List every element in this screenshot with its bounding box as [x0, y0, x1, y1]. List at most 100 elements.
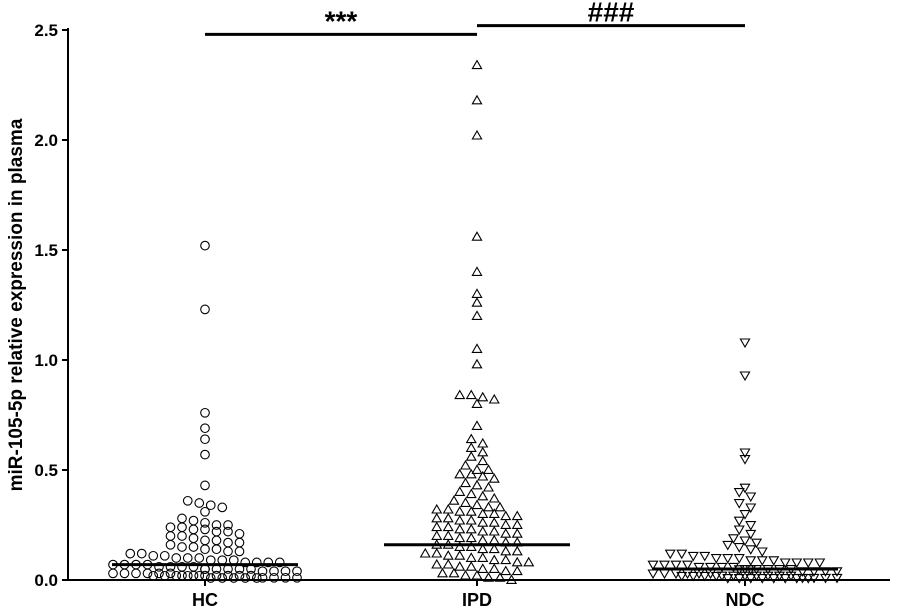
data-point-ndc — [722, 554, 734, 564]
data-point-ndc — [739, 338, 751, 349]
data-point-ipd — [431, 530, 443, 540]
data-point-ipd — [477, 446, 489, 457]
data-point-ndc — [716, 562, 728, 573]
data-point-hc — [159, 570, 170, 581]
data-point-ndc — [745, 545, 757, 555]
data-point-ndc — [808, 573, 820, 584]
data-point-ipd — [465, 523, 477, 534]
data-point-hc — [200, 434, 210, 445]
data-point-hc — [200, 524, 210, 535]
data-point-hc — [211, 535, 222, 546]
data-point-ipd — [471, 569, 483, 580]
data-point-ipd — [477, 490, 489, 501]
data-point-ipd — [431, 558, 443, 569]
data-point-ndc — [739, 536, 751, 547]
data-point-ipd — [511, 545, 523, 556]
data-point-ipd — [471, 464, 483, 474]
data-point-hc — [165, 561, 176, 572]
data-point-ipd — [448, 495, 460, 505]
data-point-ndc — [658, 560, 671, 571]
data-point-hc — [188, 542, 199, 552]
data-point-ipd — [459, 569, 472, 580]
data-point-ipd — [431, 547, 443, 558]
y-tick-label: 2.0 — [34, 131, 58, 150]
data-point-ipd — [500, 528, 512, 538]
data-point-ipd — [477, 552, 489, 562]
data-point-hc — [125, 548, 136, 559]
x-tick-label-hc: HC — [192, 590, 218, 610]
data-point-ipd — [465, 468, 477, 479]
data-point-ipd — [471, 129, 483, 140]
data-point-ipd — [471, 398, 483, 408]
data-point-hc — [194, 570, 205, 581]
data-point-ndc — [756, 574, 768, 584]
data-point-ndc — [802, 558, 814, 569]
median-lines — [112, 543, 838, 571]
data-point-ndc — [733, 574, 745, 584]
data-point-ndc — [647, 560, 659, 571]
data-point-hc — [142, 568, 153, 579]
data-point-hc — [234, 546, 245, 557]
data-point-ndc — [745, 503, 757, 514]
data-point-ndc — [814, 558, 826, 569]
data-point-ipd — [465, 442, 477, 452]
data-point-ndc — [733, 499, 745, 509]
data-point-ndc — [745, 574, 757, 584]
data-point-hc — [194, 553, 205, 563]
data-point-ipd — [465, 451, 477, 461]
x-tick-label-ipd: IPD — [462, 590, 492, 610]
data-point-ipd — [471, 479, 483, 490]
data-point-ipd — [511, 565, 523, 576]
data-point-hc — [240, 573, 251, 583]
data-point-ndc — [704, 562, 717, 573]
data-point-hc — [205, 500, 216, 511]
y-tick-label: 0.5 — [34, 461, 58, 480]
data-point-ndc — [750, 538, 763, 549]
data-point-ipd — [500, 545, 512, 556]
data-point-ipd — [454, 561, 466, 571]
data-point-ndc — [733, 554, 745, 564]
data-point-ndc — [745, 492, 757, 503]
data-point-ipd — [454, 523, 466, 534]
data-point-ipd — [511, 510, 523, 521]
data-point-hc — [182, 553, 193, 563]
data-point-ndc — [745, 521, 757, 531]
data-point-hc — [165, 522, 176, 533]
data-point-ipd — [442, 530, 454, 540]
data-point-ipd — [477, 563, 489, 573]
data-point-ipd — [488, 473, 500, 483]
data-point-hc — [165, 568, 176, 579]
data-point-ndc — [733, 488, 745, 498]
data-point-hc — [234, 528, 245, 539]
data-point-hc — [154, 561, 164, 572]
data-point-ipd — [500, 510, 512, 521]
data-point-ndc — [756, 556, 768, 566]
data-point-hc — [171, 553, 182, 563]
data-point-hc — [200, 449, 210, 460]
data-point-hc — [200, 506, 210, 517]
data-point-ndc — [768, 556, 780, 566]
data-point-hc — [108, 568, 118, 579]
data-point-ipd — [477, 534, 489, 545]
data-point-ipd — [471, 231, 483, 241]
data-point-ndc — [739, 371, 751, 382]
data-point-hc — [217, 573, 228, 583]
y-tick-label: 0.0 — [34, 571, 58, 590]
data-point-hc — [188, 524, 199, 535]
data-point-hc — [136, 548, 147, 559]
data-point-ipd — [471, 343, 483, 353]
data-point-ndc — [664, 549, 676, 560]
data-point-ipd — [448, 567, 460, 578]
data-point-ipd — [459, 459, 472, 470]
data-point-hc — [251, 573, 262, 583]
data-point-ipd — [442, 558, 454, 569]
data-point-ipd — [488, 525, 500, 536]
y-tick-label: 1.5 — [34, 241, 58, 260]
data-point-ndc — [687, 551, 699, 562]
data-point-ndc — [710, 571, 722, 582]
data-point-ndc — [791, 558, 803, 569]
data-point-hc — [200, 304, 210, 315]
data-point-ndc — [831, 573, 843, 584]
data-point-ndc — [739, 448, 751, 459]
data-point-ipd — [477, 455, 489, 466]
